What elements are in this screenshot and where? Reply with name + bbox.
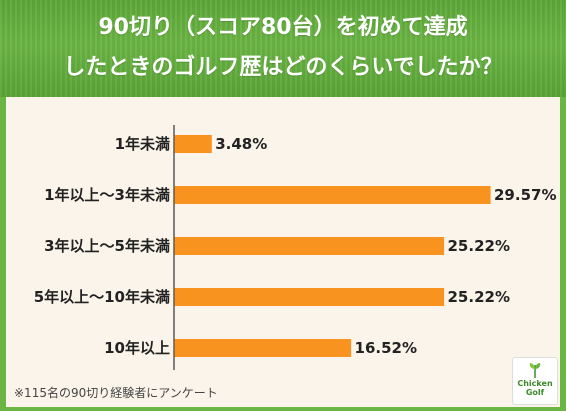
bar [174,288,445,306]
value-label: 16.52% [355,339,417,357]
value-label: 29.57% [494,186,556,204]
right-border [560,97,566,411]
left-border [0,97,6,411]
bar [174,135,212,153]
survey-footnote: ※115名の90切り経験者にアンケート [14,386,218,400]
value-label: 25.22% [448,237,510,255]
title-line-2: したときのゴルフ歴はどのくらいでしたか？ [63,55,503,80]
title-line-1: 90切り（スコア80台）を初めて達成 [98,15,468,40]
bottom-border [0,407,566,411]
bar [174,339,352,357]
category-label: 10年以上 [104,339,170,357]
value-label: 25.22% [448,288,510,306]
value-label: 3.48% [215,135,267,153]
chicken-golf-logo: Chicken Golf [512,357,558,405]
logo-line-2: Golf [525,388,545,397]
header-banner: 90切り（スコア80台）を初めて達成 したときのゴルフ歴はどのくらいでしたか？ [0,0,566,97]
category-label: 1年未満 [115,135,170,153]
category-label: 5年以上～10年未満 [34,288,170,306]
bar [174,186,491,204]
category-label: 3年以上～5年未満 [44,237,170,255]
leaf-icon [529,363,541,379]
bar [174,237,445,255]
logo-line-1: Chicken [517,379,553,388]
category-label: 1年以上～3年未満 [44,186,170,204]
